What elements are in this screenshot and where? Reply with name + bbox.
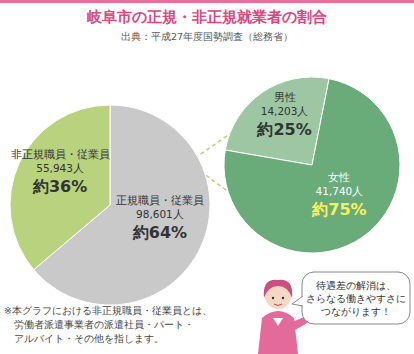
pie-slice (10, 105, 110, 270)
percent-label: 約75% (311, 200, 366, 219)
slice-label: 女性 41,740人約75% (311, 171, 366, 219)
pie-slice (225, 77, 329, 165)
subtitle: 出典：平成27年度国勢調査（総務省） (121, 31, 293, 42)
bubble-body (302, 272, 410, 324)
footnote-line: ※本グラフにおける非正規職員・従業員とは、 (4, 305, 212, 316)
category-label: 男性 (274, 91, 296, 103)
speech-bubble: 待遇差の解消は、さらなる働きやすさにつながります！ (292, 272, 410, 324)
footnote-line: 労働者派遣事業者の派遣社員・パート・ (14, 319, 194, 330)
value-label: 55,943人 (36, 162, 84, 174)
chart: 岐阜市の正規・非正規就業者の割合出典：平成27年度国勢調査（総務省） 正規職員・従… (0, 0, 414, 354)
bubble-tail (292, 296, 303, 306)
slice-label: 非正規職員・従業員 55,943人約36% (11, 148, 110, 196)
footnote: ※本グラフにおける非正規職員・従業員とは、労働者派遣事業者の派遣社員・パート・ア… (4, 305, 212, 344)
value-label: 14,203人 (261, 105, 309, 117)
slice-label: 正規職員・従業員 98,601人約64% (116, 194, 204, 242)
person-eye (282, 297, 284, 299)
value-label: 41,740人 (316, 185, 364, 197)
footnote-line: アルバイト・その他を指します。 (14, 333, 164, 344)
category-label: 非正規職員・従業員 (11, 148, 110, 160)
bubble-text: つながります！ (321, 306, 391, 317)
percent-label: 約25% (256, 120, 311, 139)
category-label: 女性 (328, 171, 350, 183)
pie: 男性 14,203人約25% 女性 41,740人約75% (224, 77, 400, 253)
bubble-text: 待遇差の解消は、 (316, 280, 396, 291)
person-hair (264, 280, 292, 298)
title: 岐阜市の正規・非正規就業者の割合 (87, 8, 327, 26)
person-mouth (274, 304, 282, 306)
percent-label: 約36% (32, 177, 87, 196)
value-label: 98,601人 (136, 208, 184, 220)
pie: 正規職員・従業員 98,601人約64% 非正規職員・従業員 55,943人約36% (10, 105, 210, 305)
percent-label: 約64% (132, 223, 187, 242)
slice-label: 男性 14,203人約25% (256, 91, 311, 139)
bubble-text: さらなる働きやすさに (306, 293, 406, 304)
pie-slice (224, 79, 400, 253)
category-label: 正規職員・従業員 (116, 194, 204, 206)
top-strip (0, 0, 414, 3)
person-collar (273, 318, 283, 326)
person-eye (272, 297, 274, 299)
person-body (258, 311, 298, 354)
